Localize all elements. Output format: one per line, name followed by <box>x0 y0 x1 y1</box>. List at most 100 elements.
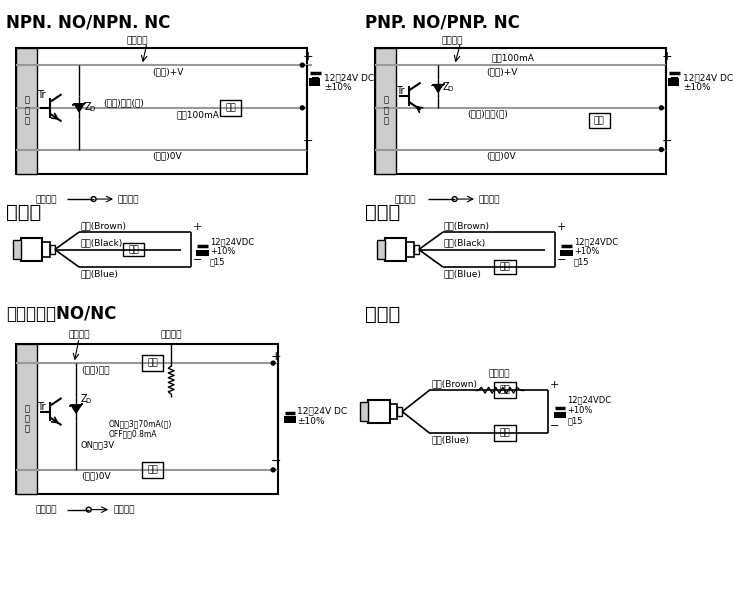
Text: Tr: Tr <box>397 86 405 97</box>
Text: −: − <box>192 255 202 265</box>
Bar <box>377 240 385 259</box>
Bar <box>560 250 573 256</box>
Text: Tr: Tr <box>37 402 46 412</box>
Text: 最大100mA: 最大100mA <box>491 53 534 62</box>
Text: 主
电
路: 主 电 路 <box>24 96 29 125</box>
Text: 线路图: 线路图 <box>366 305 400 324</box>
Text: (棕色)+V: (棕色)+V <box>152 67 184 76</box>
Text: +: + <box>302 50 313 63</box>
Text: 蓝色(Blue): 蓝色(Blue) <box>444 269 482 278</box>
Text: 负荷: 负荷 <box>500 263 511 272</box>
Text: 12～24V DC
±10%: 12～24V DC ±10% <box>683 73 733 92</box>
Text: 分泄电阻: 分泄电阻 <box>488 369 510 378</box>
Text: −: − <box>662 134 672 148</box>
Text: NPN. NO/NPN. NC: NPN. NO/NPN. NC <box>6 14 171 32</box>
Bar <box>360 402 369 421</box>
Bar <box>554 412 566 418</box>
Bar <box>142 355 164 371</box>
Bar <box>414 245 419 254</box>
Bar <box>16 47 37 174</box>
Text: 黑色(Black): 黑色(Black) <box>80 239 122 248</box>
Circle shape <box>271 468 275 472</box>
Text: +: + <box>192 222 202 232</box>
Text: −: − <box>270 455 280 468</box>
Bar <box>397 407 403 416</box>
Text: D: D <box>448 86 453 92</box>
Bar <box>16 47 307 174</box>
Text: (蓝色)0V: (蓝色)0V <box>487 152 517 161</box>
Text: ON状态3V: ON状态3V <box>81 441 115 450</box>
Text: 负荷: 负荷 <box>147 359 158 368</box>
Text: −: − <box>550 421 559 431</box>
Text: 12～24VDC
+10%
－15: 12～24VDC +10% －15 <box>574 237 618 267</box>
Text: 颜色代码: 颜色代码 <box>127 36 148 45</box>
Circle shape <box>300 63 304 67</box>
Polygon shape <box>71 406 81 413</box>
Bar <box>668 78 679 86</box>
Bar <box>16 344 278 494</box>
Circle shape <box>659 148 663 152</box>
Text: Z: Z <box>443 82 450 92</box>
Text: 棕色(Brown): 棕色(Brown) <box>431 379 477 388</box>
Text: +: + <box>550 380 559 390</box>
Text: D: D <box>86 398 91 404</box>
Text: 内部电路: 内部电路 <box>36 195 57 204</box>
Text: 黑色(Black): 黑色(Black) <box>444 239 486 248</box>
Bar <box>42 242 50 257</box>
Bar <box>196 250 209 256</box>
Text: 分泄电阻: 分泄电阻 <box>161 330 182 339</box>
Text: D: D <box>90 106 95 112</box>
Text: 负荷: 负荷 <box>500 428 511 437</box>
Bar <box>123 243 144 256</box>
Text: 两线接线图NO/NC: 两线接线图NO/NC <box>6 305 117 323</box>
Bar <box>50 245 55 254</box>
Text: 主
电
路: 主 电 路 <box>24 404 29 434</box>
Text: 内部电路: 内部电路 <box>394 195 416 204</box>
Circle shape <box>659 106 663 110</box>
Text: 负荷: 负荷 <box>500 386 511 395</box>
Bar <box>369 400 389 423</box>
Text: (黑色)输出(注): (黑色)输出(注) <box>467 110 508 119</box>
Text: Tr: Tr <box>37 91 46 100</box>
Text: +: + <box>556 222 566 232</box>
Bar <box>284 416 297 423</box>
Bar <box>406 242 414 257</box>
Bar <box>375 47 666 174</box>
Text: 负荷: 负荷 <box>594 116 605 125</box>
Bar <box>385 238 406 261</box>
Text: 内部电路: 内部电路 <box>36 506 57 515</box>
Text: 蓝色(Blue): 蓝色(Blue) <box>80 269 118 278</box>
Text: 蓝色(Blue): 蓝色(Blue) <box>431 435 469 444</box>
Text: 负荷: 负荷 <box>128 245 139 254</box>
Bar <box>13 240 21 259</box>
Text: (绿色)输出: (绿色)输出 <box>81 365 110 374</box>
Bar <box>588 113 610 128</box>
Text: 用户电路: 用户电路 <box>479 195 500 204</box>
Text: 负荷: 负荷 <box>147 466 158 475</box>
Bar <box>309 78 320 86</box>
Text: 颜色代码: 颜色代码 <box>68 330 90 339</box>
Text: 线路图: 线路图 <box>6 203 41 222</box>
Text: (黑色)输出(注): (黑色)输出(注) <box>104 98 144 107</box>
Text: (蓝色)0V: (蓝色)0V <box>152 152 181 161</box>
Text: 最大100mA: 最大100mA <box>176 111 219 120</box>
Text: ON状态3～70mA(注)
OFF状态0.8mA: ON状态3～70mA(注) OFF状态0.8mA <box>108 419 172 439</box>
Circle shape <box>300 106 304 110</box>
Text: 用户电路: 用户电路 <box>113 506 135 515</box>
Bar <box>21 238 42 261</box>
Bar <box>16 344 37 494</box>
Circle shape <box>271 361 275 365</box>
Text: 颜色代码: 颜色代码 <box>442 36 463 45</box>
Text: PNP. NO/PNP. NC: PNP. NO/PNP. NC <box>366 14 520 32</box>
Text: 12～24V DC
±10%: 12～24V DC ±10% <box>297 407 348 426</box>
Text: +: + <box>270 350 281 363</box>
Text: 12～24VDC
+10%
－15: 12～24VDC +10% －15 <box>568 395 611 425</box>
Text: 负荷: 负荷 <box>225 103 236 112</box>
Text: −: − <box>302 134 313 148</box>
Text: 用户电路: 用户电路 <box>118 195 139 204</box>
Bar <box>375 47 397 174</box>
Bar <box>494 382 516 398</box>
Text: 12～24VDC
+10%
－15: 12～24VDC +10% －15 <box>210 237 254 267</box>
Bar <box>494 425 516 441</box>
Text: 线路图: 线路图 <box>366 203 400 222</box>
